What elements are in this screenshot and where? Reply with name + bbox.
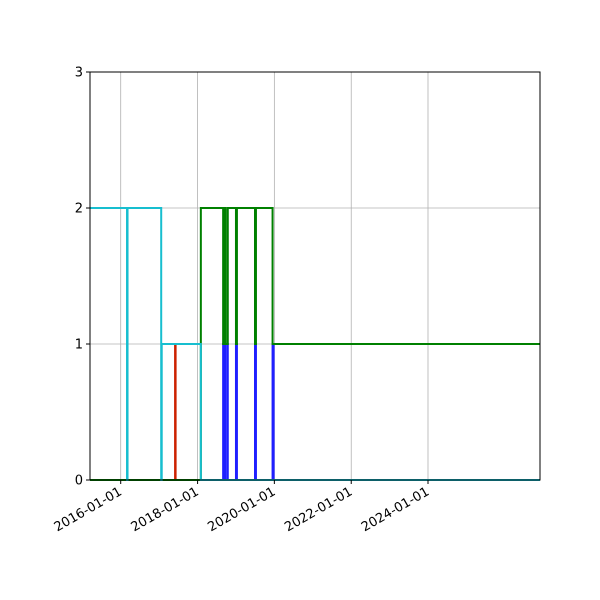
- y-axis: 0 1 2 3: [75, 66, 90, 489]
- series-line-2: [90, 207, 540, 481]
- x-tick-label: 2020-01-01: [205, 484, 278, 535]
- x-axis: 2016-01-01 2018-01-01 2020-01-01 2022-01-01…: [52, 480, 432, 535]
- series-line-3: [90, 207, 540, 481]
- series-line-1: [90, 343, 540, 481]
- y-tick-label: 2: [75, 202, 83, 217]
- plot-frame: [89, 71, 541, 481]
- grid: [90, 71, 540, 481]
- x-tick-label: 2024-01-01: [359, 484, 432, 535]
- x-tick-label: 2016-01-01: [52, 484, 125, 535]
- x-tick-label: 2018-01-01: [129, 484, 202, 535]
- y-tick-label: 3: [75, 66, 83, 81]
- y-tick-label: 0: [75, 474, 83, 489]
- x-tick-label: 2022-01-01: [282, 484, 355, 535]
- y-tick-label: 1: [75, 338, 83, 353]
- series-line-0: [90, 343, 540, 481]
